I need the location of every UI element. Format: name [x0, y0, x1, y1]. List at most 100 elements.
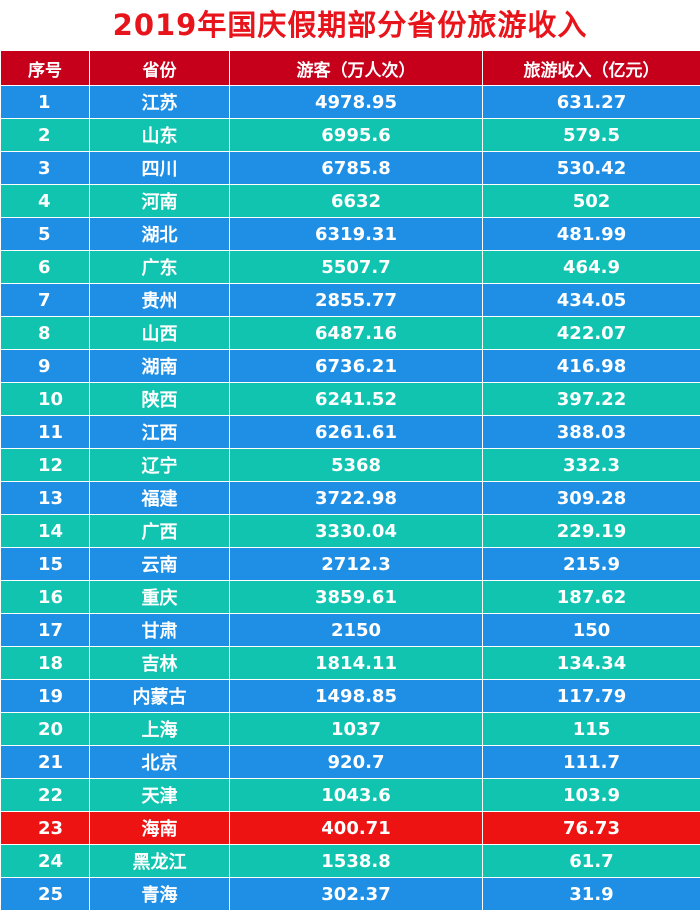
cell-revenue: 631.27	[482, 85, 700, 119]
cell-rank: 7	[0, 283, 90, 317]
table-row: 25 青海 302.37 31.9	[0, 877, 700, 911]
cell-visitors: 920.7	[229, 745, 483, 779]
cell-province: 山东	[89, 118, 230, 152]
cell-revenue: 530.42	[482, 151, 700, 185]
cell-visitors: 1498.85	[229, 679, 483, 713]
cell-province: 甘肃	[89, 613, 230, 647]
table-row: 24 黑龙江 1538.8 61.7	[0, 844, 700, 878]
cell-rank: 20	[0, 712, 90, 746]
cell-rank: 4	[0, 184, 90, 218]
cell-revenue: 117.79	[482, 679, 700, 713]
cell-revenue: 31.9	[482, 877, 700, 911]
cell-province: 江西	[89, 415, 230, 449]
table-row: 10 陕西 6241.52 397.22	[0, 382, 700, 416]
cell-province: 吉林	[89, 646, 230, 680]
table-row: 19 内蒙古 1498.85 117.79	[0, 679, 700, 713]
column-header-rank: 序号	[0, 50, 90, 86]
cell-visitors: 4978.95	[229, 85, 483, 119]
tourism-revenue-table: 序号 省份 游客（万人次） 旅游收入（亿元） 1 江苏 4978.95 631.27 2…	[0, 50, 700, 911]
cell-rank: 6	[0, 250, 90, 284]
table-row: 6 广东 5507.7 464.9	[0, 250, 700, 284]
cell-visitors: 2150	[229, 613, 483, 647]
table-row: 3 四川 6785.8 530.42	[0, 151, 700, 185]
cell-rank: 17	[0, 613, 90, 647]
cell-province: 湖北	[89, 217, 230, 251]
table-row: 2 山东 6995.6 579.5	[0, 118, 700, 152]
cell-revenue: 111.7	[482, 745, 700, 779]
cell-revenue: 502	[482, 184, 700, 218]
table-row: 8 山西 6487.16 422.07	[0, 316, 700, 350]
cell-revenue: 388.03	[482, 415, 700, 449]
column-header-province: 省份	[89, 50, 230, 86]
cell-visitors: 6736.21	[229, 349, 483, 383]
table-row: 11 江西 6261.61 388.03	[0, 415, 700, 449]
table-row: 21 北京 920.7 111.7	[0, 745, 700, 779]
table-row: 20 上海 1037 115	[0, 712, 700, 746]
cell-rank: 5	[0, 217, 90, 251]
cell-province: 青海	[89, 877, 230, 911]
cell-visitors: 3330.04	[229, 514, 483, 548]
cell-revenue: 309.28	[482, 481, 700, 515]
table-row: 12 辽宁 5368 332.3	[0, 448, 700, 482]
cell-rank: 13	[0, 481, 90, 515]
table-row: 17 甘肃 2150 150	[0, 613, 700, 647]
cell-rank: 12	[0, 448, 90, 482]
cell-rank: 9	[0, 349, 90, 383]
page-title: 2019年国庆假期部分省份旅游收入	[112, 8, 588, 42]
cell-visitors: 6785.8	[229, 151, 483, 185]
cell-rank: 11	[0, 415, 90, 449]
cell-province: 海南	[89, 811, 230, 845]
cell-visitors: 6995.6	[229, 118, 483, 152]
cell-rank: 1	[0, 85, 90, 119]
cell-province: 广东	[89, 250, 230, 284]
table-row: 7 贵州 2855.77 434.05	[0, 283, 700, 317]
table-row: 5 湖北 6319.31 481.99	[0, 217, 700, 251]
cell-revenue: 61.7	[482, 844, 700, 878]
table-row: 14 广西 3330.04 229.19	[0, 514, 700, 548]
table-row: 4 河南 6632 502	[0, 184, 700, 218]
cell-rank: 8	[0, 316, 90, 350]
cell-province: 黑龙江	[89, 844, 230, 878]
cell-province: 河南	[89, 184, 230, 218]
cell-revenue: 481.99	[482, 217, 700, 251]
cell-rank: 15	[0, 547, 90, 581]
cell-visitors: 1043.6	[229, 778, 483, 812]
cell-visitors: 6487.16	[229, 316, 483, 350]
cell-rank: 18	[0, 646, 90, 680]
cell-province: 上海	[89, 712, 230, 746]
cell-visitors: 302.37	[229, 877, 483, 911]
cell-rank: 19	[0, 679, 90, 713]
cell-rank: 24	[0, 844, 90, 878]
table-row: 13 福建 3722.98 309.28	[0, 481, 700, 515]
cell-rank: 10	[0, 382, 90, 416]
cell-rank: 3	[0, 151, 90, 185]
cell-visitors: 6241.52	[229, 382, 483, 416]
cell-visitors: 5368	[229, 448, 483, 482]
cell-rank: 25	[0, 877, 90, 911]
cell-rank: 16	[0, 580, 90, 614]
cell-province: 重庆	[89, 580, 230, 614]
cell-rank: 21	[0, 745, 90, 779]
cell-visitors: 2855.77	[229, 283, 483, 317]
cell-province: 贵州	[89, 283, 230, 317]
cell-revenue: 115	[482, 712, 700, 746]
table-row: 15 云南 2712.3 215.9	[0, 547, 700, 581]
cell-revenue: 397.22	[482, 382, 700, 416]
cell-rank: 2	[0, 118, 90, 152]
cell-visitors: 3859.61	[229, 580, 483, 614]
table-row: 16 重庆 3859.61 187.62	[0, 580, 700, 614]
cell-province: 云南	[89, 547, 230, 581]
cell-visitors: 6632	[229, 184, 483, 218]
cell-visitors: 1538.8	[229, 844, 483, 878]
cell-visitors: 1814.11	[229, 646, 483, 680]
cell-revenue: 332.3	[482, 448, 700, 482]
cell-province: 辽宁	[89, 448, 230, 482]
table-row: 1 江苏 4978.95 631.27	[0, 85, 700, 119]
cell-revenue: 215.9	[482, 547, 700, 581]
cell-rank: 14	[0, 514, 90, 548]
cell-revenue: 464.9	[482, 250, 700, 284]
cell-revenue: 134.34	[482, 646, 700, 680]
cell-province: 陕西	[89, 382, 230, 416]
cell-revenue: 434.05	[482, 283, 700, 317]
cell-visitors: 6261.61	[229, 415, 483, 449]
